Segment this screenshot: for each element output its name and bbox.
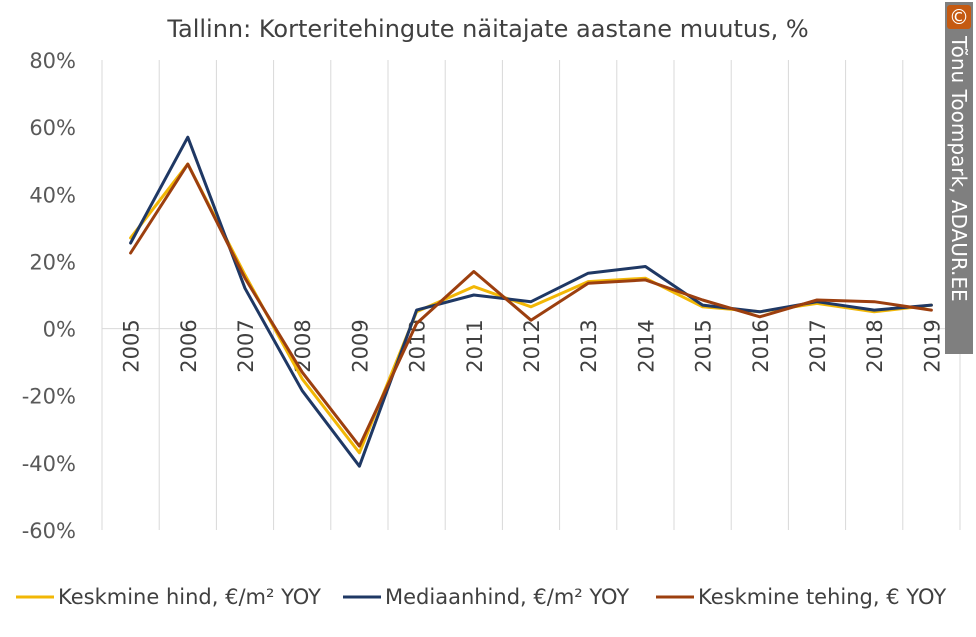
legend-label: Mediaanhind, €/m² YOY [385,585,629,609]
credit-badge: © Tõnu Toompark, ADAUR.EE [945,2,973,354]
x-tick-label: 2014 [634,319,658,372]
axes: 80% 60% 40% 20% 0% -20% -40% -60% 2005 2006 2007 20… [22,49,960,543]
grid-lines [101,60,961,530]
x-tick-label: 2007 [234,319,258,372]
x-tick-label: 2013 [577,319,601,372]
legend-item-1: Keskmine hind, €/m² YOY [16,585,321,609]
x-tick-label: 2005 [120,319,144,372]
y-tick-label: 0% [43,318,76,342]
y-tick-label: 40% [29,183,76,207]
series-line-3 [129,162,933,448]
x-tick-label: 2006 [177,319,201,372]
legend-item-2: Mediaanhind, €/m² YOY [343,585,629,609]
series-lines [129,135,933,468]
y-tick-label: -60% [22,519,76,543]
copyright-symbol: © [949,5,969,29]
legend-item-3: Keskmine tehing, € YOY [656,585,946,609]
x-tick-label: 2012 [520,319,544,372]
copyright-icon [947,5,971,29]
legend-label: Keskmine hind, €/m² YOY [58,585,321,609]
y-tick-label: 20% [29,250,76,274]
x-tick-label: 2017 [806,319,830,372]
x-tick-label: 2011 [463,319,487,372]
x-tick-label: 2015 [692,319,716,372]
y-tick-label: 80% [29,49,76,73]
y-tick-label: 60% [29,116,76,140]
x-tick-label: 2018 [863,319,887,372]
chart-title: Tallinn: Korteritehingute näitajate aast… [166,15,808,43]
x-tick-label: 2019 [920,319,944,372]
y-tick-label: -20% [22,385,76,409]
credit-background [945,2,973,354]
credit-text: Tõnu Toompark, ADAUR.EE [947,35,971,302]
x-tick-label: 2009 [348,319,372,372]
legend: Keskmine hind, €/m² YOY Mediaanhind, €/m²… [16,585,946,609]
legend-label: Keskmine tehing, € YOY [698,585,946,609]
y-tick-label: -40% [22,452,76,476]
x-tick-label: 2016 [749,319,773,372]
